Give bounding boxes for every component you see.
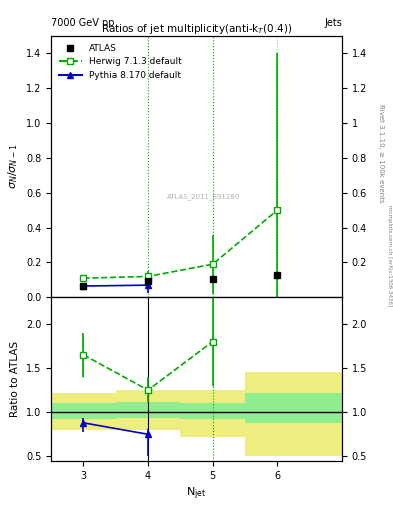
Text: Jets: Jets (324, 18, 342, 28)
Text: Rivet 3.1.10, ≥ 100k events: Rivet 3.1.10, ≥ 100k events (378, 104, 384, 203)
Text: 7000 GeV pp: 7000 GeV pp (51, 18, 115, 28)
Y-axis label: $\sigma_N/\sigma_{N-1}$: $\sigma_N/\sigma_{N-1}$ (7, 144, 20, 189)
Text: mcmplots.cern.ch [arXiv:1306.3436]: mcmplots.cern.ch [arXiv:1306.3436] (387, 205, 391, 307)
X-axis label: N$_{\rm jet}$: N$_{\rm jet}$ (186, 486, 207, 502)
Title: Ratios of jet multiplicity(anti-k$_T$(0.4)): Ratios of jet multiplicity(anti-k$_T$(0.… (101, 22, 292, 36)
Text: ATLAS_2011_S91280: ATLAS_2011_S91280 (167, 193, 241, 200)
Y-axis label: Ratio to ATLAS: Ratio to ATLAS (11, 341, 20, 417)
Legend: ATLAS, Herwig 7.1.3 default, Pythia 8.170 default: ATLAS, Herwig 7.1.3 default, Pythia 8.17… (55, 40, 185, 83)
